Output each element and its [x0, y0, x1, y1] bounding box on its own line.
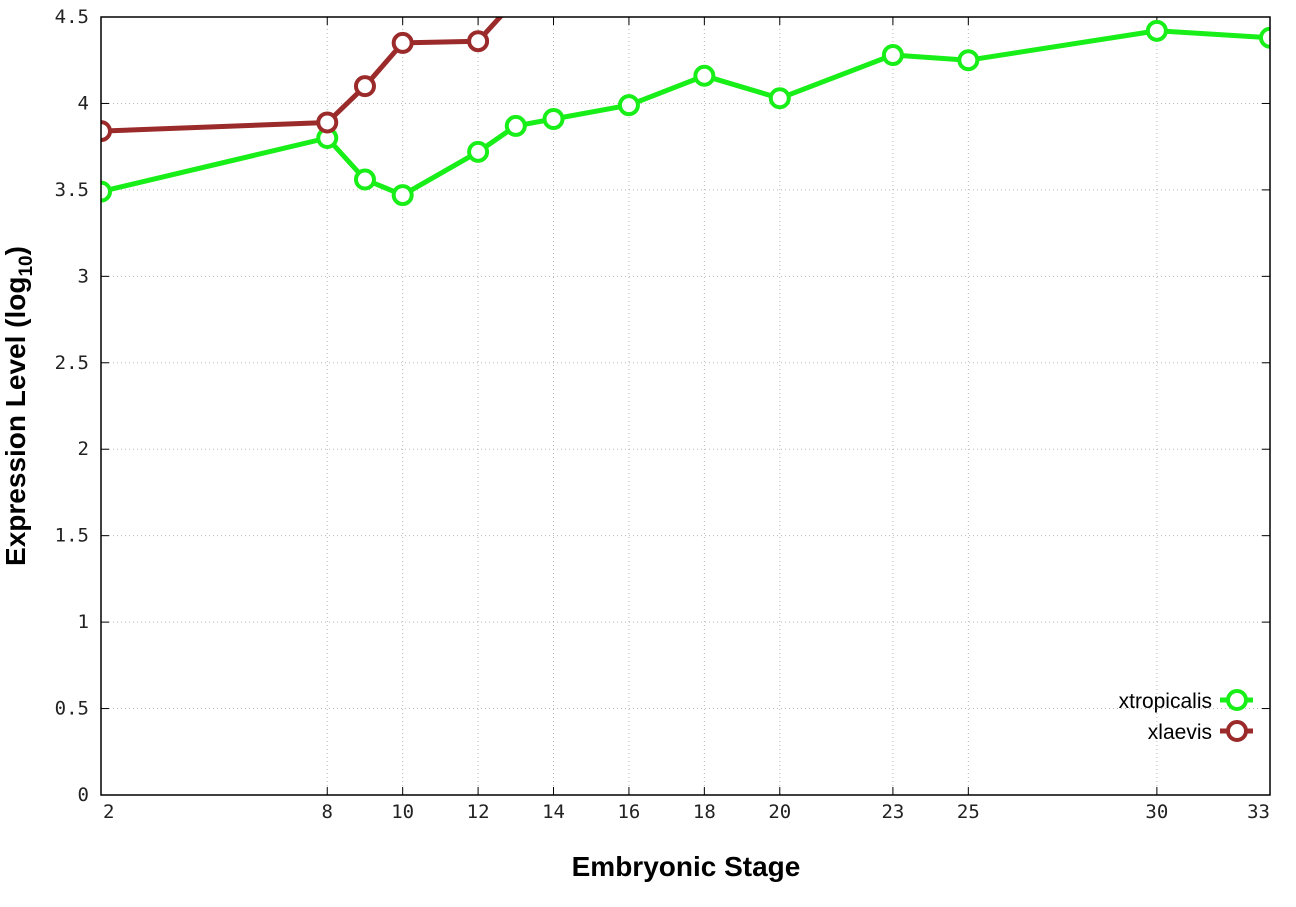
data-point [353, 168, 376, 191]
data-point [391, 31, 414, 54]
x-tick-label: 23 [881, 801, 904, 823]
data-point [353, 75, 376, 98]
x-tick-label: 25 [957, 801, 980, 823]
x-tick-label: 30 [1145, 801, 1168, 823]
x-tick-label: 33 [1247, 801, 1270, 823]
data-point [101, 180, 112, 203]
y-tick-label: 2 [78, 438, 89, 460]
y-tick-label: 0.5 [55, 698, 89, 720]
x-tick-label: 10 [391, 801, 414, 823]
y-axis: 0 0.5 1 1.5 2 2.5 3 3.5 4 4.5 [55, 6, 1270, 806]
grid-lines [101, 17, 1270, 795]
data-point [881, 44, 904, 67]
series-line-xlaevis [101, 17, 504, 134]
legend-item-xtropicalis: xtropicalis [1119, 689, 1253, 713]
legend-marker [1226, 689, 1248, 711]
x-tick-label: 18 [693, 801, 716, 823]
series-line-xtropicalis [101, 28, 1270, 198]
legend-item-xlaevis: xlaevis [1148, 720, 1253, 744]
data-point [391, 184, 414, 207]
legend: xtropicalis xlaevis [1119, 689, 1253, 744]
y-axis-title-main: Expression Level (log [0, 277, 31, 566]
data-point [467, 140, 490, 163]
y-tick-label: 1 [78, 611, 89, 633]
data-point [768, 87, 791, 110]
data-point [617, 94, 640, 117]
x-tick-label: 16 [617, 801, 640, 823]
data-point [542, 108, 565, 131]
data-point [316, 111, 339, 134]
series-xlaevis [101, 0, 525, 143]
x-tick-label: 8 [322, 801, 333, 823]
y-tick-label: 4.5 [55, 6, 89, 28]
series-xtropicalis [101, 19, 1270, 207]
x-axis: 2 8 10 12 14 16 18 20 23 25 30 33 [100, 17, 1271, 823]
series-layer [101, 0, 1270, 207]
y-tick-label: 0 [78, 784, 89, 806]
data-point [507, 0, 525, 9]
data-point [467, 30, 490, 53]
x-tick-label: 2 [103, 801, 114, 823]
data-point [693, 64, 716, 87]
x-tick-label: 14 [542, 801, 565, 823]
data-point [1145, 19, 1168, 42]
y-tick-label: 2.5 [55, 352, 89, 374]
y-axis-title-subscript: 10 [16, 255, 37, 276]
y-axis-title-close: ) [0, 246, 31, 255]
data-point [957, 49, 980, 72]
x-tick-label: 12 [467, 801, 490, 823]
plot-frame [100, 16, 1271, 796]
x-tick-label: 20 [768, 801, 791, 823]
legend-label: xlaevis [1148, 721, 1212, 744]
legend-marker [1226, 720, 1248, 742]
x-axis-title: Embryonic Stage [572, 851, 801, 882]
data-point [101, 120, 112, 143]
y-tick-label: 3 [78, 265, 89, 287]
legend-label: xtropicalis [1119, 690, 1212, 713]
y-tick-label: 4 [78, 92, 89, 114]
y-tick-label: 1.5 [55, 525, 89, 547]
y-axis-title: Expression Level (log10) [0, 246, 37, 566]
data-point [504, 114, 527, 137]
y-tick-label: 3.5 [55, 179, 89, 201]
data-point [1259, 26, 1270, 49]
